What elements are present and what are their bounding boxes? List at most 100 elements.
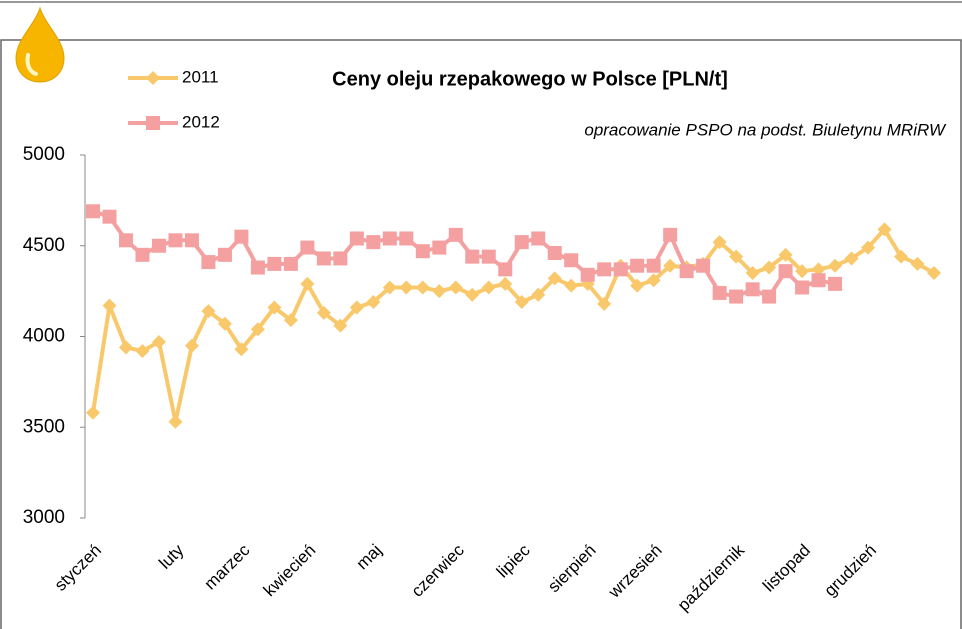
point — [481, 280, 496, 295]
point — [399, 231, 414, 246]
point — [646, 273, 661, 288]
point — [86, 405, 100, 420]
legend-label: 2012 — [182, 112, 220, 131]
point — [630, 278, 645, 293]
point — [168, 233, 183, 248]
y-tick-label: 4500 — [23, 235, 65, 256]
x-tick-label: sierpień — [544, 541, 600, 597]
point — [745, 265, 760, 280]
point — [712, 285, 727, 300]
point — [349, 231, 364, 246]
point — [646, 258, 661, 273]
point — [844, 251, 859, 266]
point — [498, 262, 513, 277]
point — [910, 256, 925, 271]
point — [564, 253, 579, 268]
point — [448, 227, 463, 242]
x-tick-label: październik — [674, 540, 749, 615]
point — [349, 300, 364, 315]
point — [333, 318, 348, 333]
point — [283, 256, 298, 271]
point — [861, 240, 876, 255]
point — [300, 276, 315, 291]
point — [399, 280, 414, 295]
point — [745, 282, 760, 297]
point — [217, 247, 232, 262]
point — [580, 267, 595, 282]
point — [135, 344, 150, 359]
point — [415, 280, 430, 295]
legend-label: 2011 — [182, 67, 219, 86]
point — [217, 316, 232, 331]
point — [547, 246, 562, 261]
point — [201, 255, 216, 270]
point — [118, 340, 133, 355]
point — [234, 342, 249, 357]
x-tick-label: maj — [353, 541, 386, 574]
point — [432, 240, 447, 255]
series-line — [92, 209, 836, 299]
point — [267, 256, 282, 271]
point — [696, 258, 711, 273]
point — [102, 298, 117, 313]
point — [432, 284, 447, 299]
point — [316, 305, 331, 320]
point — [795, 280, 810, 295]
point — [663, 227, 678, 242]
point — [118, 233, 133, 248]
point — [514, 295, 529, 310]
x-tick-label: lipiec — [493, 540, 534, 581]
point — [729, 249, 744, 264]
point — [679, 264, 694, 279]
point — [135, 247, 150, 262]
legend-marker — [146, 116, 160, 130]
point — [877, 222, 892, 237]
point — [597, 296, 612, 311]
point — [531, 287, 546, 302]
point — [531, 231, 546, 246]
point — [366, 295, 381, 310]
point — [597, 262, 612, 277]
point — [712, 235, 727, 250]
x-tick-label: czerwiec — [408, 540, 469, 601]
point — [729, 289, 744, 304]
point — [663, 258, 678, 273]
x-tick-label: kwiecień — [260, 541, 320, 601]
point — [778, 247, 793, 262]
point — [547, 271, 562, 286]
point — [184, 338, 199, 353]
legend-marker — [146, 71, 160, 85]
point — [465, 287, 480, 302]
point — [927, 265, 941, 280]
frame — [0, 39, 962, 629]
x-tick-label: wrzesień — [604, 541, 666, 603]
point — [168, 414, 183, 429]
x-tick-label: luty — [155, 540, 187, 572]
point — [448, 280, 463, 295]
point — [564, 278, 579, 293]
point — [498, 276, 513, 291]
oil-drop-icon — [15, 6, 65, 83]
point — [283, 313, 298, 328]
x-tick-label: styczeń — [51, 541, 105, 595]
point — [102, 209, 117, 224]
point — [366, 235, 381, 250]
series-line — [91, 227, 935, 424]
point — [382, 280, 397, 295]
point — [811, 273, 826, 288]
point — [811, 262, 826, 277]
point — [828, 276, 843, 291]
point — [316, 251, 331, 266]
x-tick-label: listopad — [759, 541, 814, 596]
point — [795, 264, 810, 279]
point — [201, 304, 216, 319]
chart-title: Ceny oleju rzepakowego w Polsce [PLN/t] — [332, 68, 728, 90]
point — [778, 264, 793, 279]
y-tick-label: 4000 — [23, 326, 65, 347]
point — [300, 240, 315, 255]
point — [382, 231, 397, 246]
point — [415, 244, 430, 259]
point — [465, 249, 480, 264]
